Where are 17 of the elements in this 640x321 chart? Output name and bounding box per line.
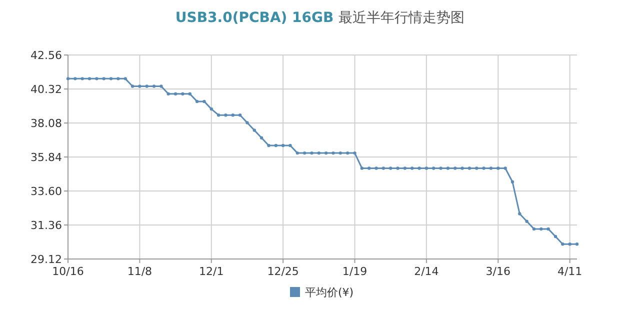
y-tick-label: 33.60	[30, 185, 62, 198]
x-tick-label: 12/25	[267, 265, 299, 278]
x-tick-label: 10/16	[52, 265, 84, 278]
y-tick-label: 40.32	[30, 83, 62, 96]
y-tick-label: 31.36	[30, 219, 62, 232]
x-tick-label: 1/19	[342, 265, 368, 278]
y-tick-label: 42.56	[30, 49, 62, 62]
x-tick-label: 2/14	[414, 265, 439, 278]
y-tick-label: 35.84	[30, 151, 62, 164]
y-tick-label: 38.08	[30, 117, 62, 130]
x-tick-label: 3/16	[486, 265, 510, 278]
x-tick-label: 11/8	[127, 265, 152, 278]
chart-title: USB3.0(PCBA) 16GB 最近半年行情走势图	[175, 10, 465, 26]
legend-label: 平均价(¥)	[305, 286, 354, 299]
x-tick-label: 12/1	[199, 265, 224, 278]
y-tick-label: 29.12	[30, 253, 62, 266]
x-tick-label: 4/11	[557, 265, 582, 278]
